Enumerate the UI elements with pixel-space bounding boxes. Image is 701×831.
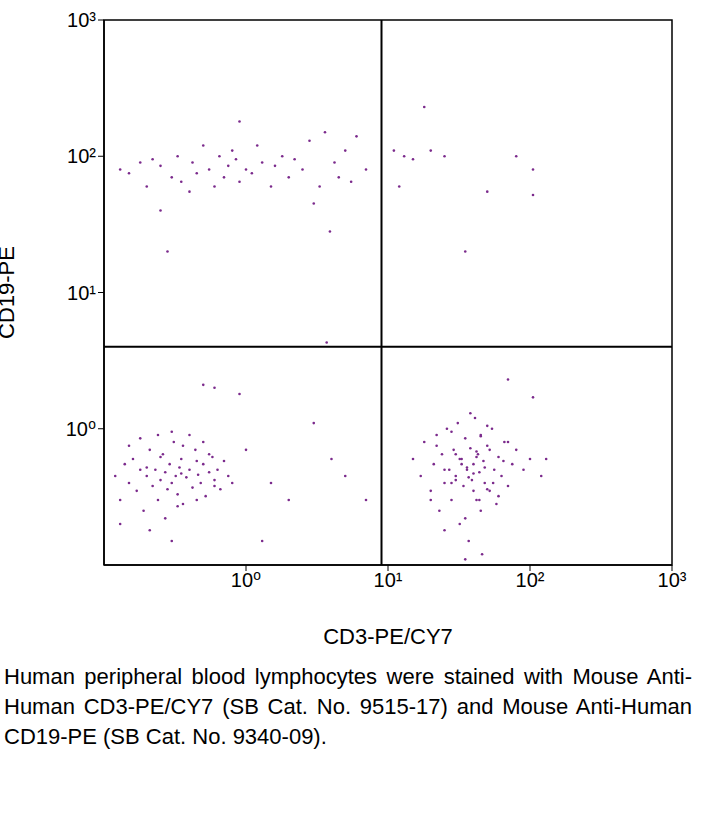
svg-text:10⁰: 10⁰: [66, 418, 96, 440]
svg-text:10²: 10²: [516, 569, 545, 591]
svg-text:10³: 10³: [658, 569, 687, 591]
svg-text:10²: 10²: [67, 145, 96, 167]
svg-text:10³: 10³: [67, 9, 96, 31]
svg-text:CD19-PE: CD19-PE: [8, 246, 19, 339]
svg-text:10⁰: 10⁰: [231, 569, 261, 591]
html-text:Human peripheral blood lymphoc: Human peripheral blood lymphocytes were …: [4, 664, 692, 749]
svg-text:10¹: 10¹: [67, 282, 96, 304]
svg-text:10¹: 10¹: [374, 569, 403, 591]
svg-text:CD3-PE/CY7: CD3-PE/CY7: [323, 624, 453, 649]
